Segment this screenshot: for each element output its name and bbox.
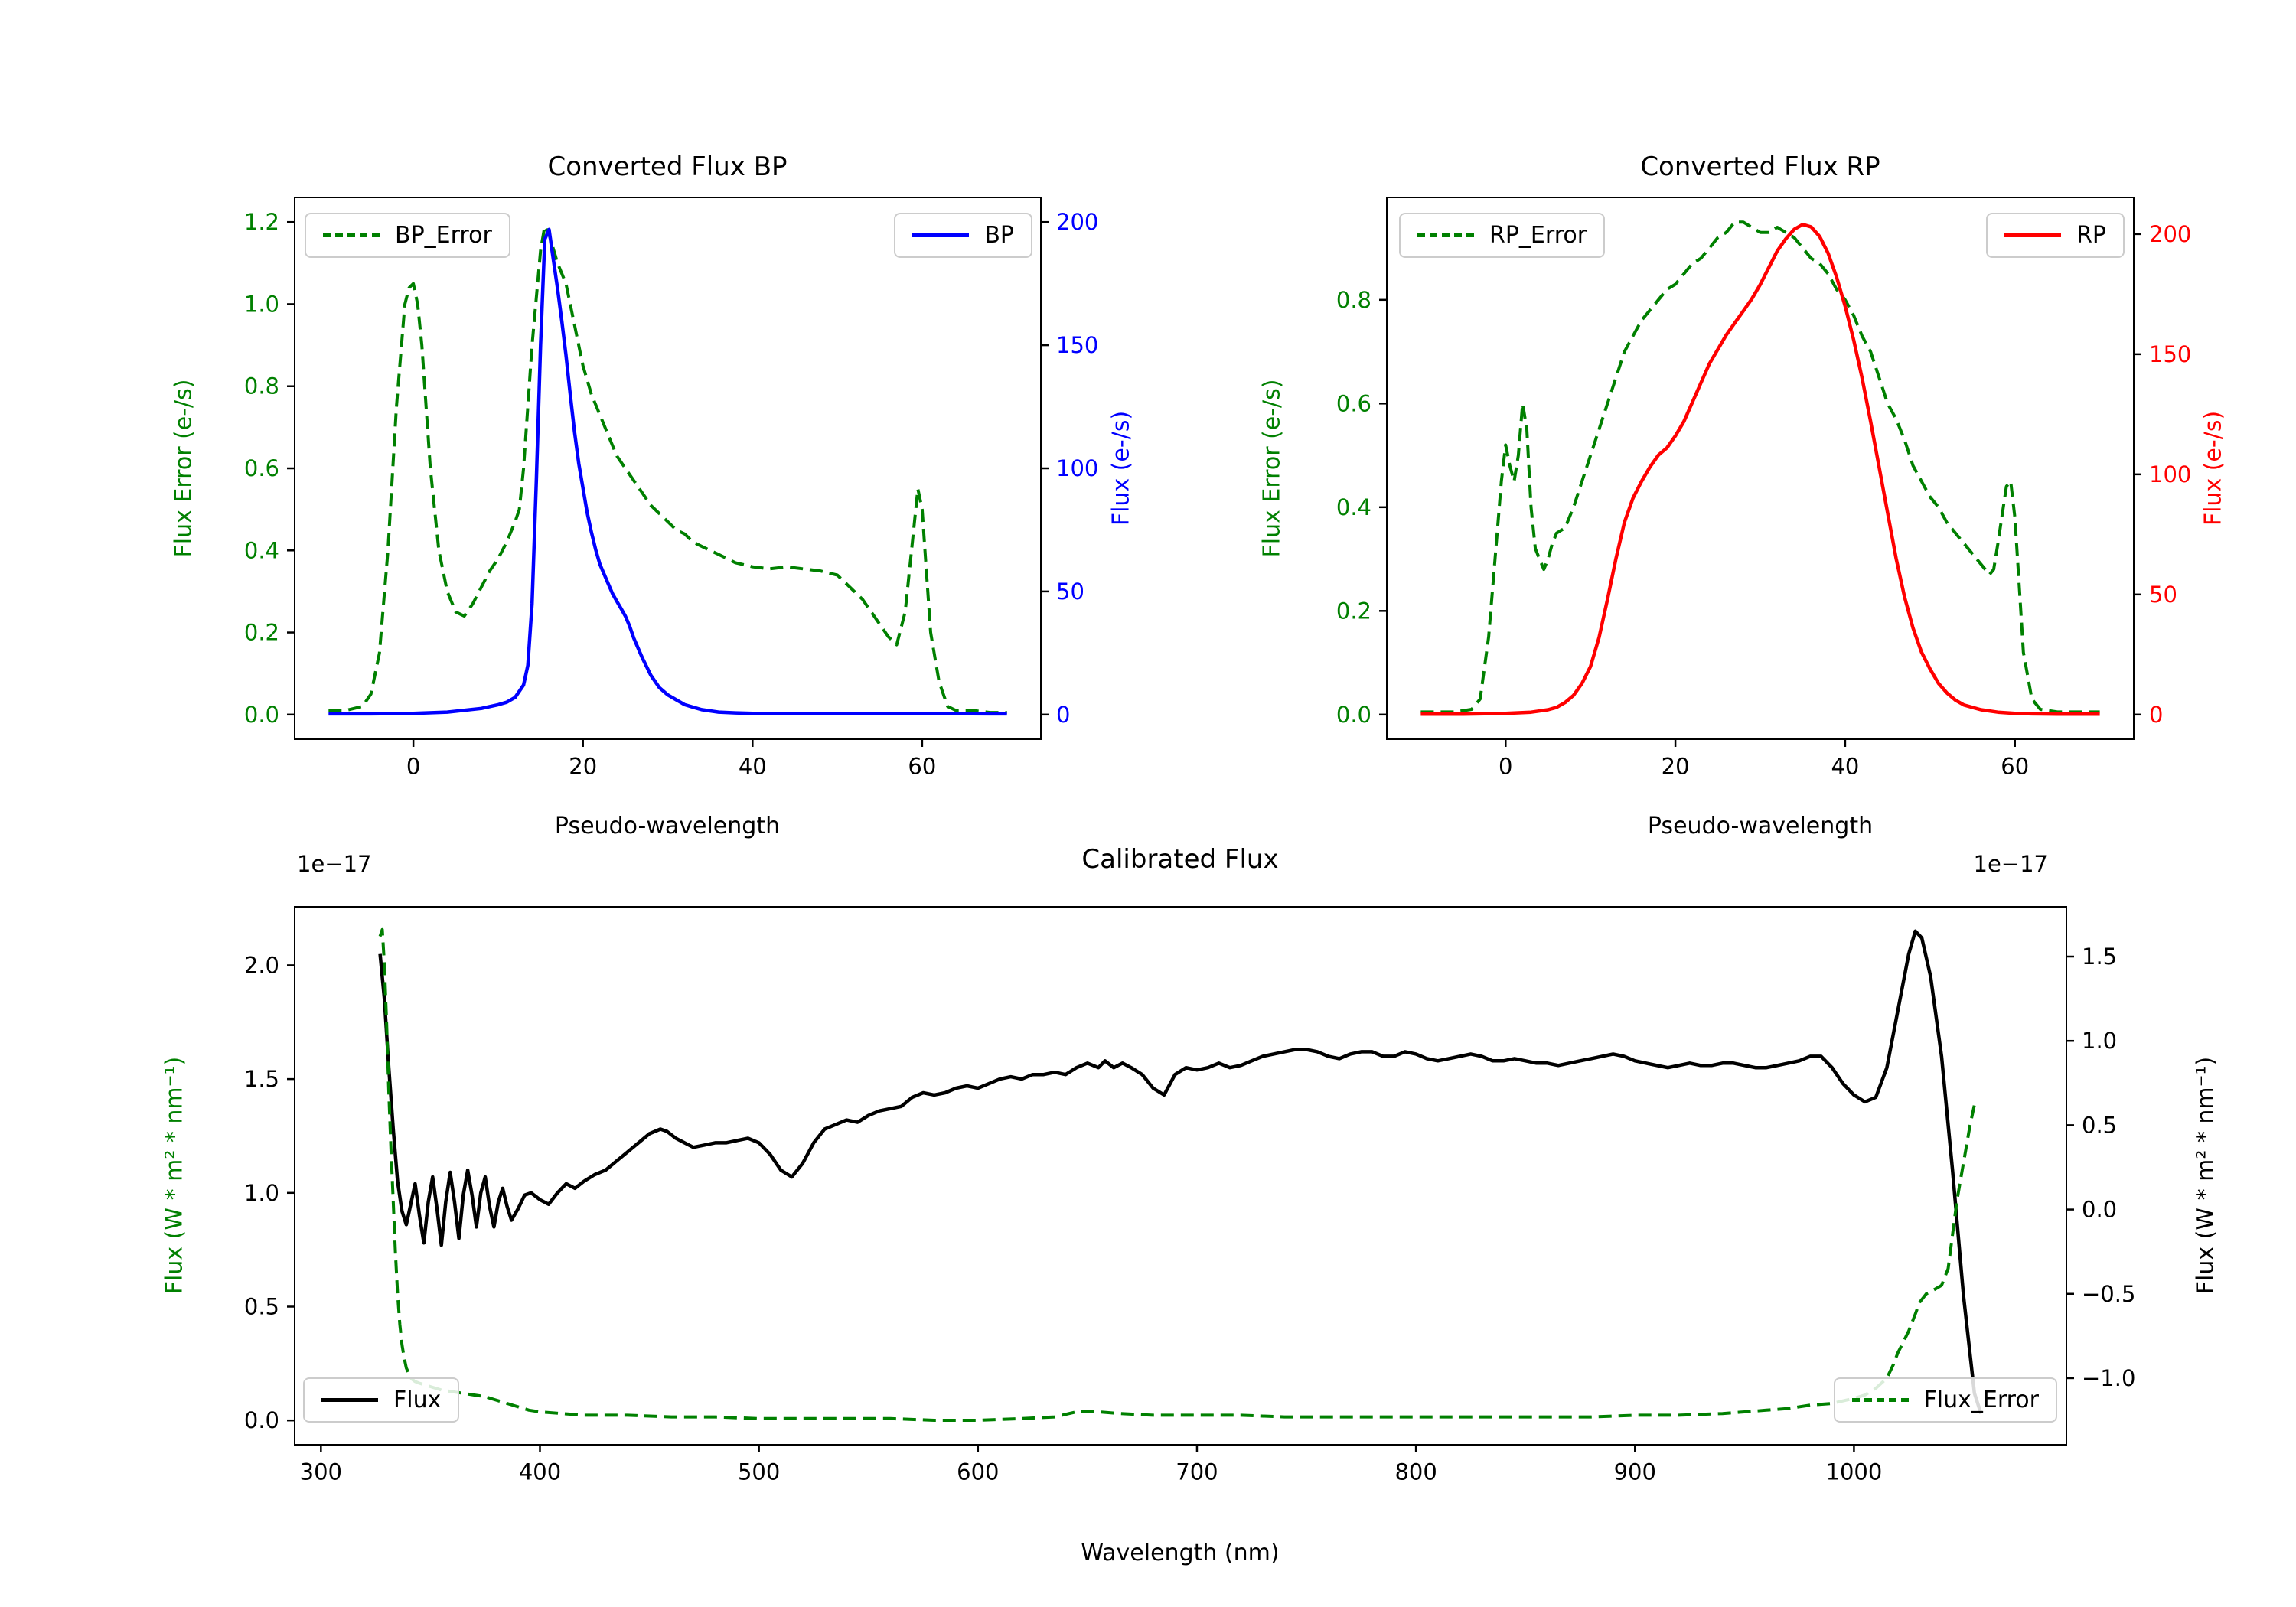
chart-title-rp: Converted Flux RP	[1640, 152, 1880, 182]
legend-label-bp-error: BP_Error	[395, 222, 492, 249]
legend-bp-error: BP_Error	[305, 213, 510, 258]
y-tick-label-left: 0.8	[244, 373, 279, 399]
legend-label-rp: RP	[2076, 222, 2106, 249]
flux-legend-line-icon	[321, 1398, 378, 1402]
y-tick-label-left: 0.4	[244, 537, 279, 563]
ylabel-rp-flux: Flux (e-/s)	[2200, 410, 2227, 526]
x-tick-label: 500	[738, 1459, 780, 1485]
x-tick-label: 1000	[1826, 1459, 1883, 1485]
y-tick-label-right: 150	[1056, 332, 1098, 358]
y-tick-label-left: 0.6	[244, 455, 279, 481]
y-tick-label-left: 0.0	[244, 702, 279, 728]
x-tick-label: 300	[300, 1459, 342, 1485]
offset-text-left: 1e−17	[297, 851, 372, 877]
y-tick-label-right: 0.5	[2082, 1112, 2117, 1138]
x-tick-label: 700	[1176, 1459, 1218, 1485]
y-tick-label-right: 50	[1056, 579, 1084, 605]
legend-bp: BP	[894, 213, 1032, 258]
x-tick-label: 900	[1614, 1459, 1656, 1485]
axes-frame	[1386, 197, 2135, 740]
rp-error-legend-line-icon	[1417, 233, 1474, 237]
rp-legend-line-icon	[2004, 233, 2062, 237]
chart-title-calibrated: Calibrated Flux	[1081, 844, 1279, 875]
bp-error-legend-line-icon	[323, 233, 380, 237]
y-tick-label-left: 0.6	[1336, 390, 1371, 416]
chart-rp: 0 20 40 60 0.0 0.2 0.4 0.6 0.8 0 50 100 150 200	[1336, 197, 2191, 780]
x-tick-label: 400	[519, 1459, 561, 1485]
y-tick-label-right: 150	[2149, 341, 2191, 367]
x-tick-label: 800	[1394, 1459, 1437, 1485]
y-tick-label-right: 100	[2149, 461, 2191, 487]
legend-flux: Flux	[303, 1377, 460, 1423]
legend-label-bp: BP	[984, 222, 1014, 249]
x-tick-label: 40	[1831, 754, 1859, 780]
y-tick-label-left: 1.0	[244, 1180, 279, 1206]
y-tick-label-left: 0.8	[1336, 287, 1371, 313]
x-tick-label: 600	[957, 1459, 999, 1485]
xlabel-bp: Pseudo-wavelength	[554, 813, 781, 839]
y-tick-label-left: 0.0	[1336, 702, 1371, 728]
y-tick-label-left: 1.2	[244, 209, 279, 235]
ylabel-rp-error: Flux Error (e-/s)	[1258, 379, 1286, 558]
y-tick-label-left: 0.2	[1336, 598, 1371, 624]
series-line-flux_error	[378, 927, 1976, 1422]
x-tick-label: 60	[2001, 754, 2029, 780]
series-line-rp	[1420, 223, 2100, 716]
x-tick-label: 0	[1499, 754, 1512, 780]
legend-label-flux: Flux	[393, 1387, 442, 1413]
y-tick-label-left: 2.0	[244, 952, 279, 978]
y-tick-label-right: 50	[2149, 582, 2177, 608]
axes-frame	[294, 197, 1042, 740]
bp-legend-line-icon	[912, 233, 970, 237]
y-tick-label-right: 1.5	[2082, 944, 2117, 970]
flux-error-legend-line-icon	[1851, 1398, 1909, 1402]
legend-label-flux-error: Flux_Error	[1923, 1387, 2039, 1413]
y-tick-label-right: 200	[2149, 221, 2191, 247]
y-tick-label-right: 0	[1056, 702, 1070, 728]
y-tick-label-left: 0.4	[1336, 494, 1371, 520]
y-tick-label-right: −0.5	[2082, 1281, 2135, 1307]
legend-label-rp-error: RP_Error	[1489, 222, 1587, 249]
y-tick-label-right: −1.0	[2082, 1365, 2135, 1391]
chart-bp: 0 20 40 60 0.0 0.2 0.4 0.6 0.8 1.0 1.2 0 50 100 150 200	[244, 197, 1098, 780]
y-tick-label-right: 1.0	[2082, 1028, 2117, 1054]
xlabel-calibrated: Wavelength (nm)	[1081, 1540, 1280, 1566]
ylabel-bp-error: Flux Error (e-/s)	[170, 379, 197, 558]
offset-text-right: 1e−17	[1973, 851, 2049, 877]
x-tick-label: 0	[406, 754, 420, 780]
x-tick-label: 20	[569, 754, 597, 780]
y-tick-label-left: 1.5	[244, 1066, 279, 1092]
ylabel-bp-flux: Flux (e-/s)	[1107, 410, 1135, 526]
series-line-bp_error	[328, 224, 1007, 715]
series-line-flux	[378, 929, 1983, 1414]
y-tick-label-right: 200	[1056, 209, 1098, 235]
legend-rp-error: RP_Error	[1399, 213, 1606, 258]
legend-rp: RP	[1986, 213, 2125, 258]
y-tick-label-right: 0.0	[2082, 1197, 2117, 1223]
ylabel-calibrated-left: Flux (W * m² * nm⁻¹)	[161, 1056, 188, 1295]
x-tick-label: 60	[908, 754, 936, 780]
y-tick-label-left: 0.2	[244, 620, 279, 646]
y-tick-label-left: 0.5	[244, 1293, 279, 1319]
y-tick-label-right: 100	[1056, 455, 1098, 481]
series-line-rp_error	[1420, 220, 2100, 714]
xlabel-rp: Pseudo-wavelength	[1647, 813, 1874, 839]
axes-frame	[294, 906, 2067, 1446]
x-tick-label: 20	[1662, 754, 1690, 780]
chart-title-bp: Converted Flux BP	[547, 152, 788, 182]
chart-calibrated: 300 400 500 600 700 800 900 1000 0.0 0.5 1.0 1.5 2.0…	[244, 906, 2135, 1485]
series-line-bp	[328, 227, 1007, 716]
y-tick-label-left: 1.0	[244, 291, 279, 317]
legend-flux-error: Flux_Error	[1833, 1377, 2057, 1423]
x-tick-label: 40	[739, 754, 767, 780]
ylabel-calibrated-right: Flux (W * m² * nm⁻¹)	[2192, 1056, 2219, 1295]
y-tick-label-right: 0	[2149, 702, 2163, 728]
y-tick-label-left: 0.0	[244, 1407, 279, 1433]
